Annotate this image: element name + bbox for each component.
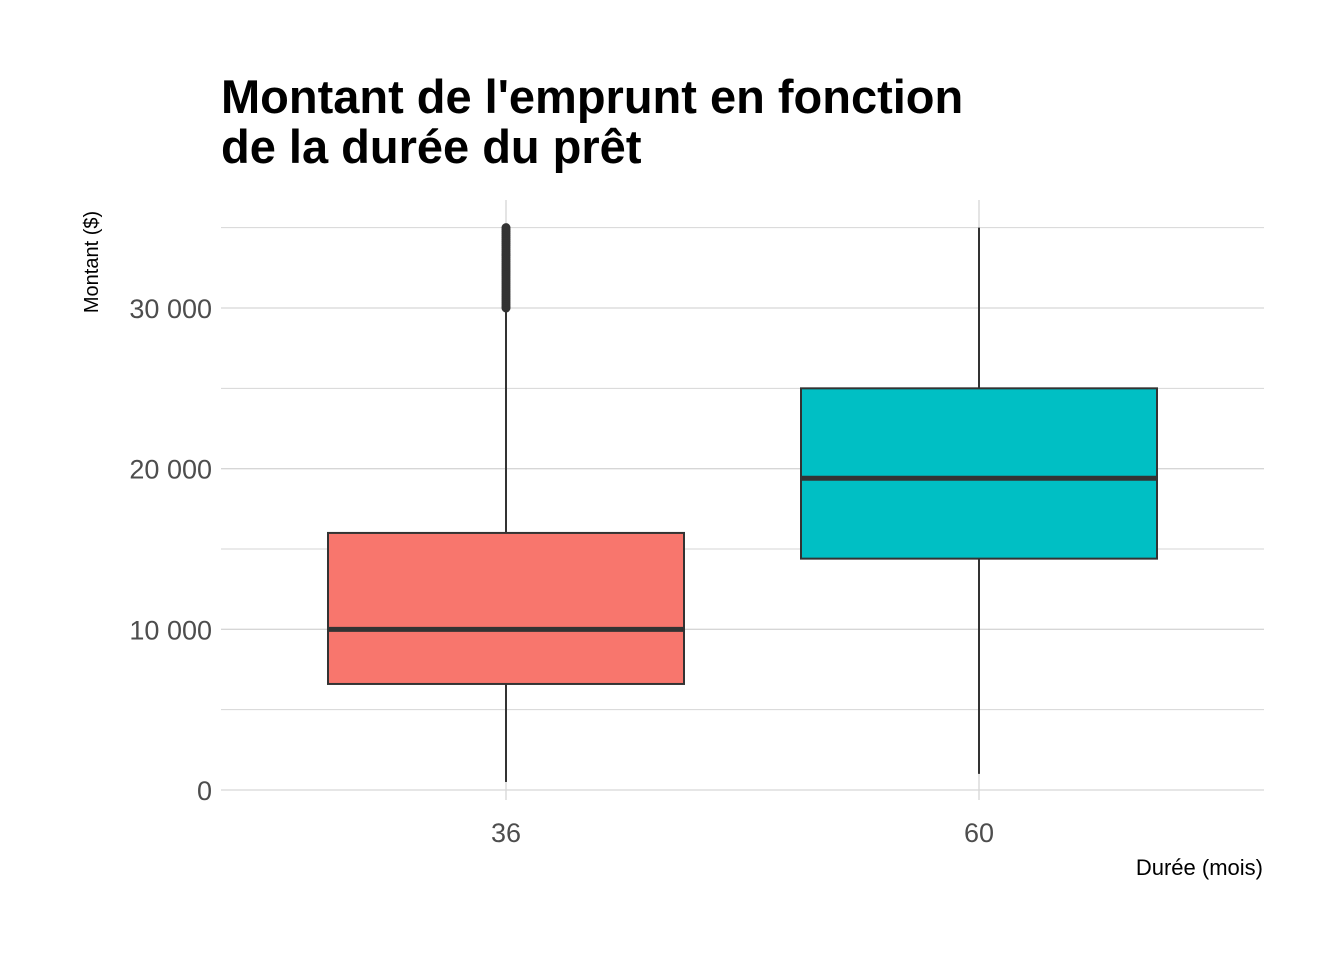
- chart-title-line-2: de la durée du prêt: [221, 120, 642, 173]
- chart-title-line-1: Montant de l'emprunt en fonction: [221, 70, 964, 123]
- y-tick-label: 0: [197, 776, 212, 806]
- y-tick-label: 20 000: [129, 455, 212, 485]
- x-axis-label: Durée (mois): [1136, 855, 1263, 880]
- box-layer: [327, 223, 1158, 782]
- x-tick-label: 36: [491, 818, 521, 848]
- box-60: [800, 387, 1158, 560]
- chart-title: Montant de l'emprunt en fonction de la d…: [221, 72, 963, 172]
- y-tick-label: 30 000: [129, 294, 212, 324]
- y-tick-label: 10 000: [129, 615, 212, 645]
- axis-layer: 0 10 000 20 000 30 000 36 60: [129, 294, 994, 848]
- y-axis-label: Montant ($): [81, 211, 103, 313]
- box-36: [327, 531, 685, 685]
- outlier-point: [501, 223, 511, 233]
- x-tick-label: 60: [964, 818, 994, 848]
